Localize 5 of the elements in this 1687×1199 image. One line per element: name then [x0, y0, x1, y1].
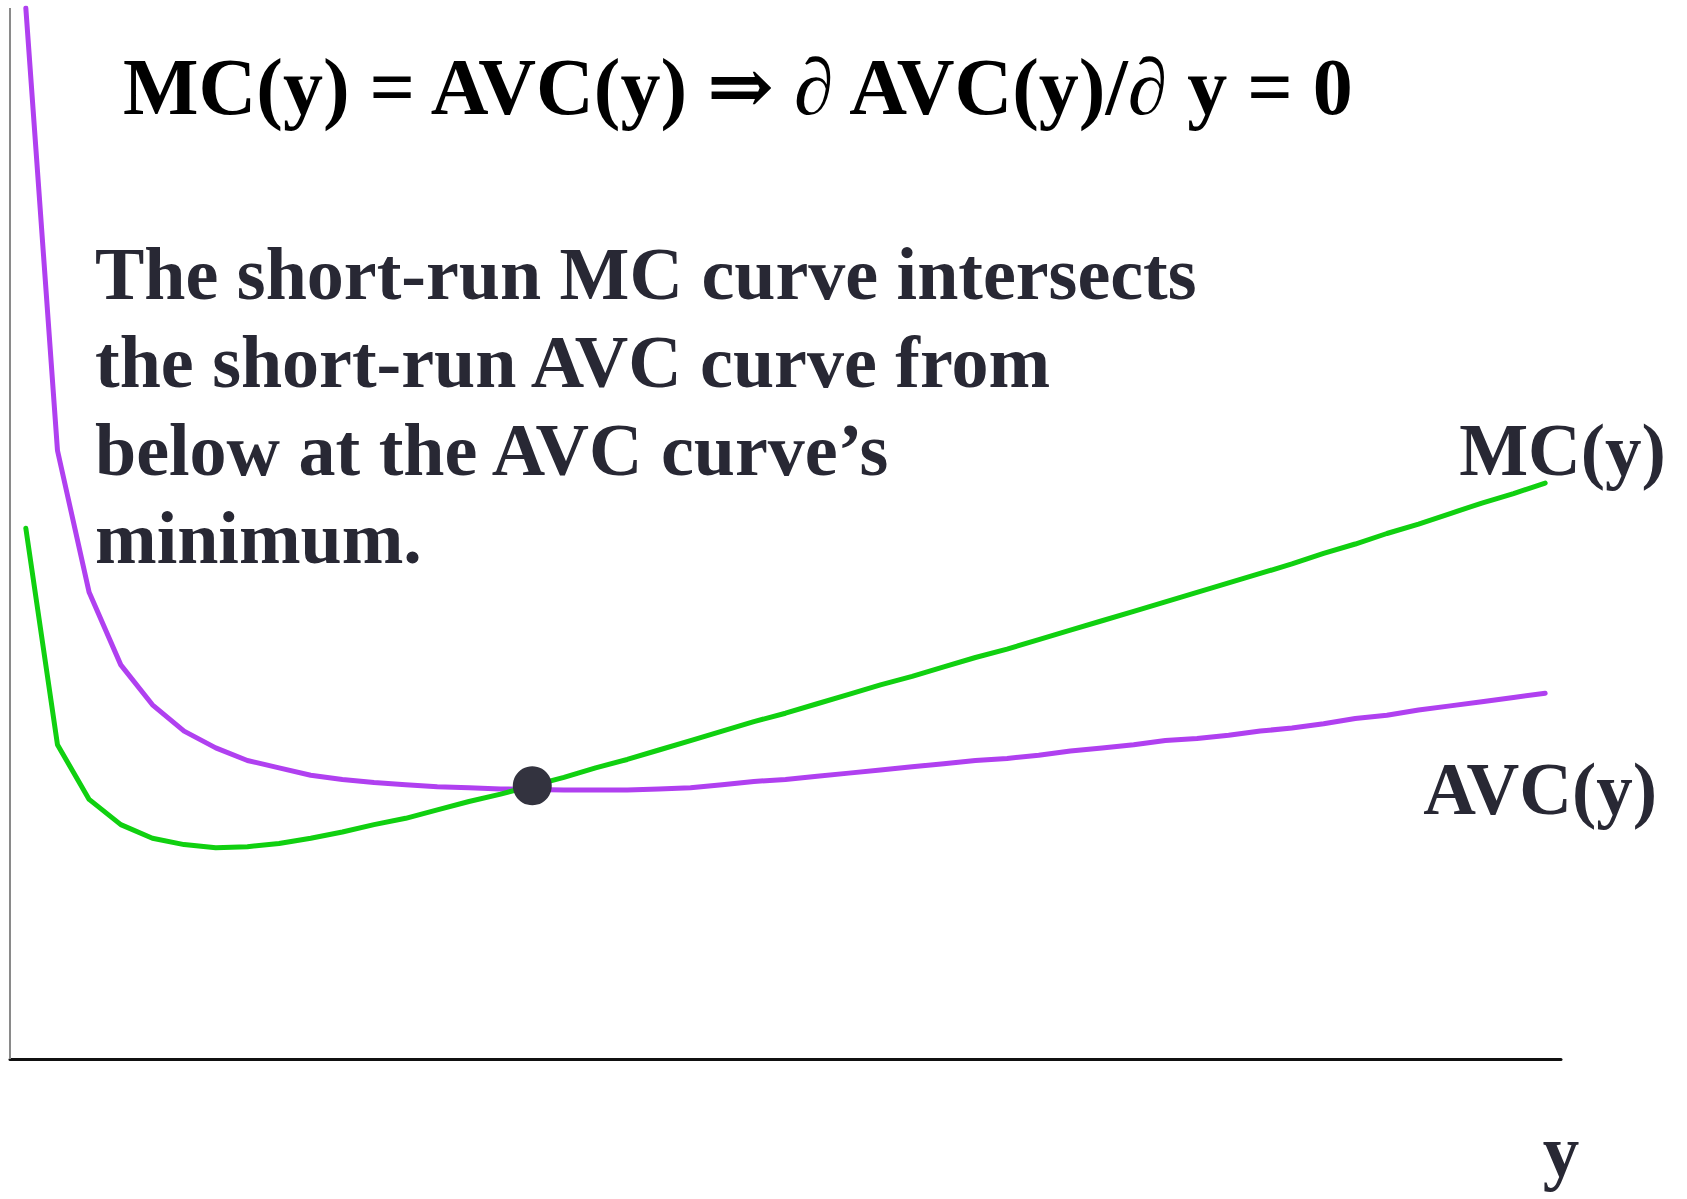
series-label: MC(y)	[1459, 410, 1666, 492]
chart-title: MC(y) = AVC(y) ⇒ ∂ AVC(y)/∂ y = 0	[123, 43, 1353, 132]
series-label: AVC(y)	[1423, 749, 1658, 831]
annotation: The short-run MC curve intersects the short-run AVC curve from below at the AVC curve’s minimum.	[95, 233, 1197, 579]
x-axis-title: y	[1542, 1111, 1580, 1192]
